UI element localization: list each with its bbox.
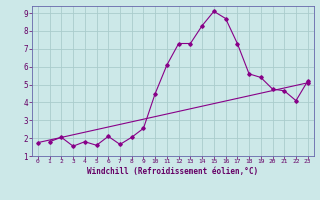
X-axis label: Windchill (Refroidissement éolien,°C): Windchill (Refroidissement éolien,°C) bbox=[87, 167, 258, 176]
